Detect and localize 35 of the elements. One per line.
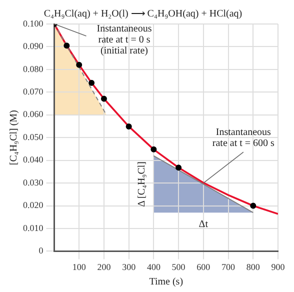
point — [88, 80, 95, 86]
x-tick-label: 300 — [122, 262, 136, 272]
chart-title: C₄H₉Cl(aq) + H₂O(l) ⟶ C₄H₉OH(aq) + HCl(aq) — [44, 8, 242, 20]
annotation: Instantaneous rate at t = 0 s (initial rate) — [96, 24, 152, 57]
y-tick-label: 0.030 — [23, 177, 44, 188]
annotation: Δ [C₄H₉Cl] — [136, 161, 148, 207]
x-axis-title: Time (s) — [149, 276, 184, 288]
point — [150, 146, 157, 152]
point — [100, 96, 107, 102]
y-tick-label: 0.070 — [23, 86, 44, 97]
y-tick-label: 0.010 — [23, 222, 44, 233]
y-tick-label: 0.060 — [23, 109, 44, 120]
point — [126, 123, 132, 130]
y-tick-label: 0.090 — [23, 41, 44, 52]
y-axis-title: [C₄H₉Cl] (M) — [8, 110, 20, 166]
y-tick-label: 0.020 — [23, 200, 44, 210]
x-tick-label: 800 — [246, 262, 260, 272]
y-tick-label: 0.050 — [23, 132, 44, 142]
x-tick-label: 700 — [222, 262, 236, 272]
annotation: Instantaneous rate at t = 600 s — [212, 127, 275, 150]
x-tick-label: 100 — [72, 262, 86, 272]
x-tick-label: 600 — [196, 262, 211, 272]
point — [76, 62, 82, 68]
y-tick-label: 0 — [38, 246, 44, 256]
point — [176, 164, 182, 171]
point — [250, 202, 256, 209]
y-tick-label: 0.040 — [23, 154, 44, 165]
x-tick-label: 400 — [146, 262, 161, 272]
x-tick-label: 200 — [97, 262, 112, 272]
y-tick-label: 0.080 — [23, 64, 44, 74]
x-tick-label: 900 — [271, 262, 286, 272]
y-tick-label: 0.100 — [23, 18, 44, 28]
point — [64, 42, 70, 49]
annotation: Δt — [198, 219, 208, 230]
x-tick-label: 500 — [172, 262, 186, 272]
